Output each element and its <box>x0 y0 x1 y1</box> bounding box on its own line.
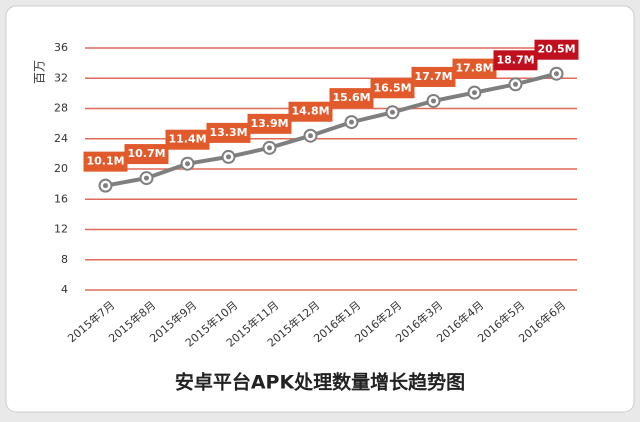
annotation: 20.5M <box>537 43 575 56</box>
annotation-box <box>288 101 333 122</box>
panel <box>5 5 635 413</box>
annotation-box <box>493 50 538 71</box>
annotation: 11.4M <box>168 133 206 146</box>
data-point-core <box>226 154 231 160</box>
y-tick-label: 8 <box>61 253 68 266</box>
y-tick-label: 20 <box>54 162 68 175</box>
annotation: 14.8M <box>291 105 329 118</box>
annotation-box <box>411 66 456 87</box>
annotation: 15.6M <box>332 91 370 104</box>
chart-title: 安卓平台APK处理数量增长趋势图 <box>175 371 465 394</box>
annotation-box <box>534 39 579 60</box>
data-point-core <box>431 98 436 104</box>
annotation: 10.1M <box>86 155 124 168</box>
annotation-box <box>370 78 415 99</box>
annotation-box <box>206 122 251 143</box>
annotation-box <box>452 58 497 79</box>
data-point-core <box>472 90 477 96</box>
annotation: 17.8M <box>455 62 493 75</box>
data-point-core <box>267 145 272 151</box>
y-tick-label: 16 <box>54 192 68 205</box>
y-tick-label: 12 <box>54 223 68 236</box>
data-point-core <box>144 175 149 181</box>
annotation: 13.9M <box>250 117 288 130</box>
annotation: 10.7M <box>127 147 165 160</box>
annotation: 16.5M <box>373 81 411 94</box>
annotation-box <box>124 144 169 165</box>
annotation-box <box>165 129 210 150</box>
annotation: 18.7M <box>496 53 534 66</box>
data-point-core <box>185 161 190 167</box>
y-tick-label: 28 <box>54 102 68 115</box>
data-point-core <box>513 81 518 87</box>
annotation: 13.3M <box>209 126 247 139</box>
data-point-core <box>349 119 354 125</box>
annotation-box <box>83 151 128 172</box>
data-point-core <box>390 109 395 115</box>
data-point-core <box>308 133 313 139</box>
y-tick-label: 4 <box>61 283 68 296</box>
y-tick-label: 32 <box>54 71 68 84</box>
y-tick-label: 24 <box>54 132 68 145</box>
annotation-box <box>247 113 292 134</box>
data-point-core <box>554 71 559 77</box>
annotation: 17.7M <box>414 70 452 83</box>
y-axis-label: 百万 <box>33 60 47 84</box>
annotation-box <box>329 88 374 109</box>
y-tick-label: 36 <box>54 41 68 54</box>
data-point-core <box>103 183 108 189</box>
